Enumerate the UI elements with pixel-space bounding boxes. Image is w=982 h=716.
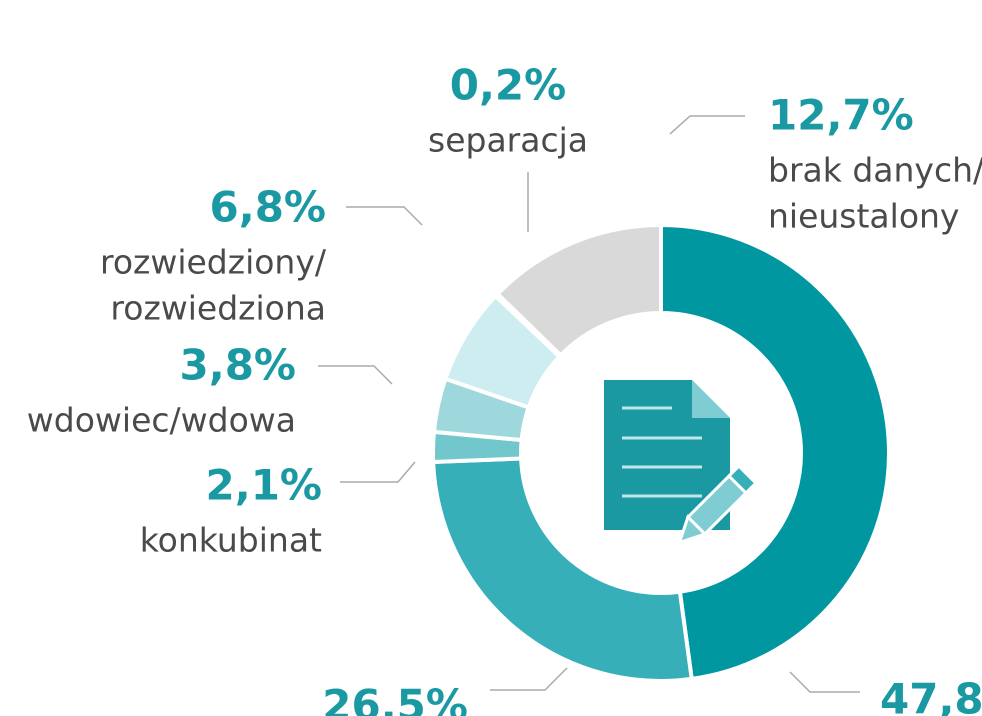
category-label: brak danych/ [768,151,982,190]
leader-line [490,667,568,691]
category-label: konkubinat [140,521,322,560]
labels: 47,8% 26,5% 2,1% konkubinat 3,8% wdowiec/wdow… [27,61,982,716]
leader-line [340,461,416,483]
leader-line [346,206,423,226]
category-label: wdowiec/wdowa [27,401,296,440]
value-label: 47,8% [880,675,982,716]
document-icon [604,380,758,545]
leader-line [789,671,860,693]
category-label: rozwiedziony/ [100,243,327,282]
value-label: 12,7% [768,91,914,140]
category-label: nieustalony [768,197,959,236]
category-label: separacja [428,121,588,160]
donut-segment [659,222,891,682]
value-label: 6,8% [210,183,326,232]
value-label: 26,5% [322,681,468,716]
category-label: rozwiedziona [110,289,326,328]
value-label: 0,2% [450,61,566,110]
leader-line [318,365,393,385]
leader-line [669,115,745,135]
donut [431,222,891,683]
value-label: 3,8% [180,341,296,390]
value-label: 2,1% [206,461,322,510]
donut-segment [494,222,663,359]
donut-segment [431,456,694,683]
